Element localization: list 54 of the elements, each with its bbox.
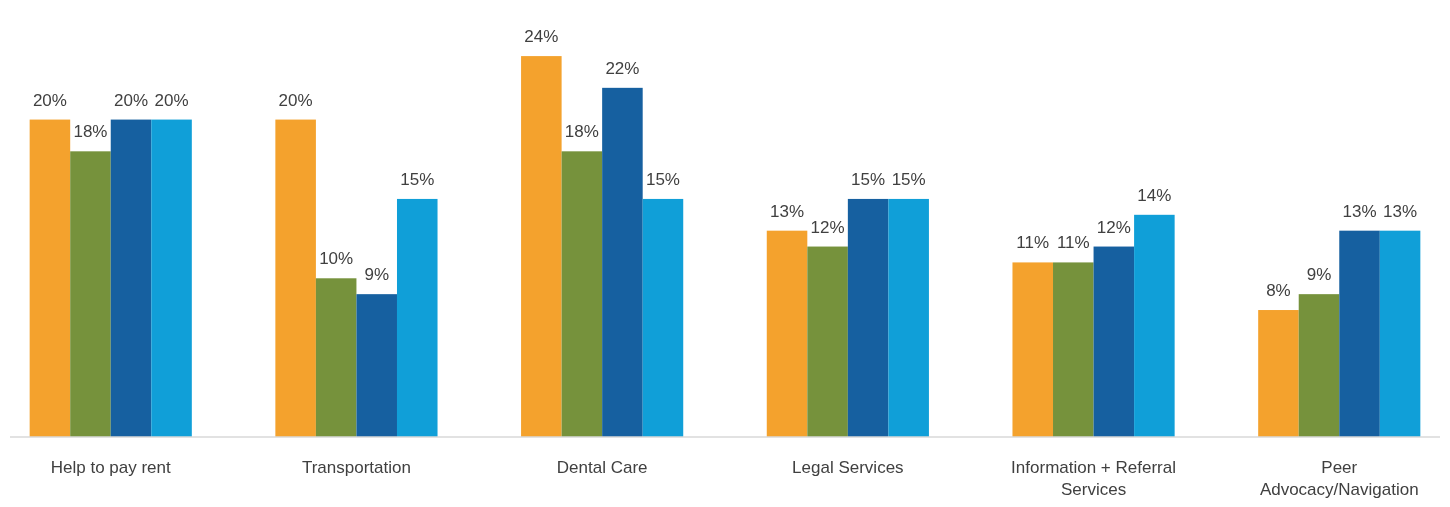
data-label: 22% [605,58,640,78]
data-label: 24% [524,27,559,47]
bar [521,56,562,437]
data-label: 14% [1137,185,1172,205]
data-label: 20% [32,90,67,110]
data-label: 18% [73,122,108,142]
data-label: 15% [645,169,680,189]
data-label: 13% [1342,201,1377,221]
data-label: 18% [564,122,599,142]
bar [315,278,357,437]
bar [1012,262,1054,437]
bar [1298,294,1340,437]
x-tick-label: Help to pay rent [50,458,172,477]
data-label: 15% [891,169,926,189]
data-label: 13% [1383,201,1418,221]
data-label: 20% [113,90,149,110]
data-label: 20% [278,90,313,110]
x-tick-label: Information + Referral Services [1011,458,1176,499]
bar [1258,310,1299,437]
data-label: 12% [810,217,845,237]
bar [110,119,152,437]
bar [396,198,438,437]
bar [642,198,684,437]
data-label: 15% [851,169,886,189]
bar [70,151,111,437]
data-label: 13% [770,201,805,221]
x-tick-label: Transportation [301,458,411,477]
bar [807,246,848,437]
x-tick-label: Legal Services [792,458,904,477]
x-tick-label: Peer Advocacy/Navigation [1259,458,1419,499]
bar [766,230,808,437]
bar [602,87,643,437]
bar [1379,230,1421,437]
bar [847,198,889,437]
data-label: 20% [154,90,189,110]
data-label: 15% [400,169,435,189]
bar [561,151,603,437]
bar [1339,230,1380,437]
bar [275,119,316,437]
data-label: 9% [364,265,389,285]
data-label: 11% [1016,233,1050,253]
data-label: 11% [1056,233,1090,253]
data-label: 8% [1266,281,1291,301]
x-tick-label: Dental Care [556,458,648,477]
bar [151,119,192,437]
bar [888,198,929,437]
bar [356,294,397,437]
bar [1053,262,1094,437]
bar [1093,246,1135,437]
bar [29,119,71,437]
bar [1134,214,1175,437]
data-label: 12% [1096,217,1131,237]
data-label: 9% [1306,265,1332,285]
data-label: 10% [319,249,354,269]
